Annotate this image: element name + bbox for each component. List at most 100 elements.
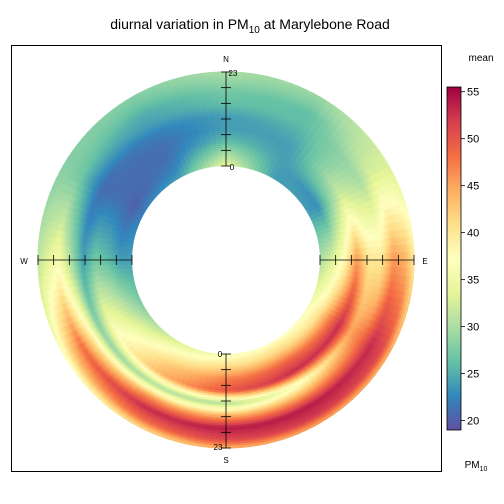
heat-cell (197, 381, 205, 386)
heat-cell (67, 209, 73, 219)
heat-cell (257, 115, 266, 121)
heat-cell (85, 214, 91, 223)
heat-cell (346, 215, 352, 223)
heat-cell (72, 305, 79, 315)
heat-cell (352, 212, 358, 221)
heat-cell (251, 411, 261, 416)
heat-cell (377, 286, 382, 296)
heat-cell (187, 134, 195, 140)
heat-cell (249, 122, 258, 127)
heat-cell (186, 399, 195, 405)
heat-cell (281, 395, 291, 401)
heat-cell (192, 376, 200, 381)
heat-cell (252, 415, 262, 420)
heat-cell (364, 215, 370, 224)
heat-cell (255, 123, 264, 129)
heat-cell (285, 404, 295, 411)
heat-cell (263, 119, 272, 125)
heat-cell (248, 364, 255, 369)
heat-cell (150, 110, 160, 117)
heat-cell (352, 206, 358, 215)
heat-cell (379, 225, 384, 235)
heat-cell (160, 115, 169, 122)
heat-cell (267, 103, 277, 109)
heat-cell (87, 288, 92, 297)
heat-cell (81, 220, 87, 229)
heat-cell (361, 195, 367, 205)
heat-cell (251, 110, 261, 115)
heat-cell (69, 314, 75, 324)
heat-cell (262, 400, 272, 406)
heat-cell (178, 126, 187, 132)
heat-cell (350, 213, 356, 222)
heat-cell (359, 283, 364, 292)
heat-cell (261, 394, 270, 400)
heat-cell (378, 280, 383, 290)
heat-cell (263, 380, 271, 386)
heat-cell (363, 201, 370, 211)
heat-cell (279, 409, 289, 415)
heat-cell (371, 292, 377, 302)
heat-cell (196, 149, 204, 154)
heat-cell (259, 388, 268, 394)
heat-cell (369, 292, 375, 301)
heat-cell (340, 228, 345, 236)
heat-cell (182, 413, 192, 419)
heat-cell (252, 382, 260, 387)
heat-cell (372, 190, 379, 200)
heat-cell (69, 292, 75, 302)
heat-cell (358, 210, 364, 220)
heat-cell (105, 284, 110, 292)
heat-cell (333, 225, 338, 233)
heat-cell (69, 209, 75, 219)
heat-cell (80, 296, 86, 306)
heat-cell (108, 295, 113, 303)
heat-cell (330, 231, 335, 238)
heat-cell (69, 299, 74, 309)
heat-cell (254, 394, 263, 399)
heat-cell (266, 392, 276, 398)
heat-cell (94, 229, 99, 238)
heat-cell (94, 305, 100, 314)
heat-cell (251, 357, 258, 362)
heat-cell (358, 217, 364, 226)
heat-cell (104, 296, 109, 304)
heat-cell (356, 205, 362, 214)
heat-cell (350, 293, 355, 302)
heat-cell (84, 308, 91, 318)
heat-cell (248, 393, 257, 398)
heat-cell (180, 132, 188, 138)
heat-cell (379, 301, 385, 311)
heat-cell (269, 402, 279, 408)
heat-cell (373, 307, 379, 317)
chart-title: diurnal variation in PM10 at Marylebone … (110, 16, 390, 36)
heat-cell (277, 403, 287, 409)
heat-cell (273, 413, 283, 419)
heat-cell (171, 126, 180, 132)
heat-cell (67, 230, 72, 240)
heat-cell (272, 111, 281, 117)
heat-cell (190, 98, 200, 103)
heat-cell (344, 286, 349, 294)
heat-cell (171, 108, 181, 115)
heat-cell (197, 128, 205, 133)
heat-cell (75, 319, 82, 329)
heat-cell (256, 119, 265, 125)
heat-cell (82, 283, 87, 292)
heat-cell (363, 284, 368, 293)
heat-cell (83, 214, 89, 223)
heat-cell (182, 138, 190, 143)
heat-cell (373, 300, 379, 310)
heat-cell (193, 395, 202, 400)
heat-cell (274, 395, 284, 402)
heat-cell (190, 411, 200, 416)
heat-cell (73, 218, 79, 227)
heat-cell (374, 189, 381, 200)
heat-cell (371, 299, 377, 309)
heat-cell (263, 117, 272, 123)
heat-cell (261, 125, 270, 130)
heat-cell (184, 405, 194, 411)
heat-cell (275, 397, 285, 404)
heat-cell (151, 112, 161, 119)
heat-cell (75, 204, 81, 214)
